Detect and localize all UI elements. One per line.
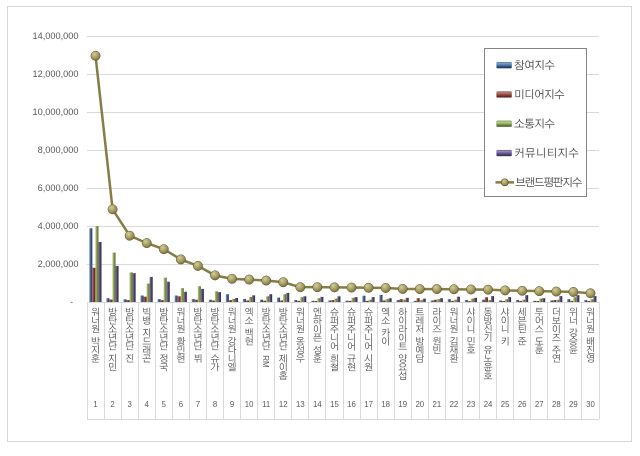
svg-text:2,000,000: 2,000,000	[38, 259, 79, 269]
svg-text:9: 9	[230, 400, 234, 409]
svg-text:20: 20	[415, 400, 424, 409]
svg-text:14: 14	[313, 400, 322, 409]
svg-text:3: 3	[127, 400, 131, 409]
svg-text:8: 8	[213, 400, 217, 409]
svg-text:26: 26	[518, 400, 527, 409]
svg-text:30: 30	[586, 400, 595, 409]
svg-text:6: 6	[179, 400, 183, 409]
svg-text:2: 2	[110, 400, 114, 409]
svg-text:10: 10	[245, 400, 254, 409]
svg-text:11: 11	[262, 400, 270, 409]
svg-text:12: 12	[279, 400, 288, 409]
svg-text:4,000,000: 4,000,000	[38, 221, 79, 231]
svg-text:28: 28	[552, 400, 561, 409]
svg-text:25: 25	[501, 400, 510, 409]
svg-text:16: 16	[347, 400, 356, 409]
svg-text:24: 24	[484, 400, 493, 409]
svg-text:19: 19	[398, 400, 407, 409]
svg-text:13: 13	[296, 400, 305, 409]
svg-text:-: -	[70, 297, 73, 307]
svg-text:10,000,000: 10,000,000	[33, 107, 79, 117]
svg-text:7: 7	[196, 400, 200, 409]
svg-text:14,000,000: 14,000,000	[33, 31, 79, 41]
svg-text:18: 18	[381, 400, 390, 409]
svg-text:1: 1	[93, 400, 97, 409]
svg-text:12,000,000: 12,000,000	[33, 69, 79, 79]
svg-text:4: 4	[145, 400, 150, 409]
svg-text:15: 15	[330, 400, 339, 409]
svg-text:8,000,000: 8,000,000	[38, 145, 79, 155]
svg-text:6,000,000: 6,000,000	[38, 183, 79, 193]
svg-text:22: 22	[450, 400, 459, 409]
svg-text:5: 5	[162, 400, 167, 409]
svg-text:21: 21	[433, 400, 442, 409]
svg-text:RM: RM	[261, 355, 270, 368]
svg-text:27: 27	[535, 400, 544, 409]
svg-text:23: 23	[467, 400, 476, 409]
svg-text:29: 29	[569, 400, 578, 409]
svg-text:17: 17	[364, 400, 373, 409]
